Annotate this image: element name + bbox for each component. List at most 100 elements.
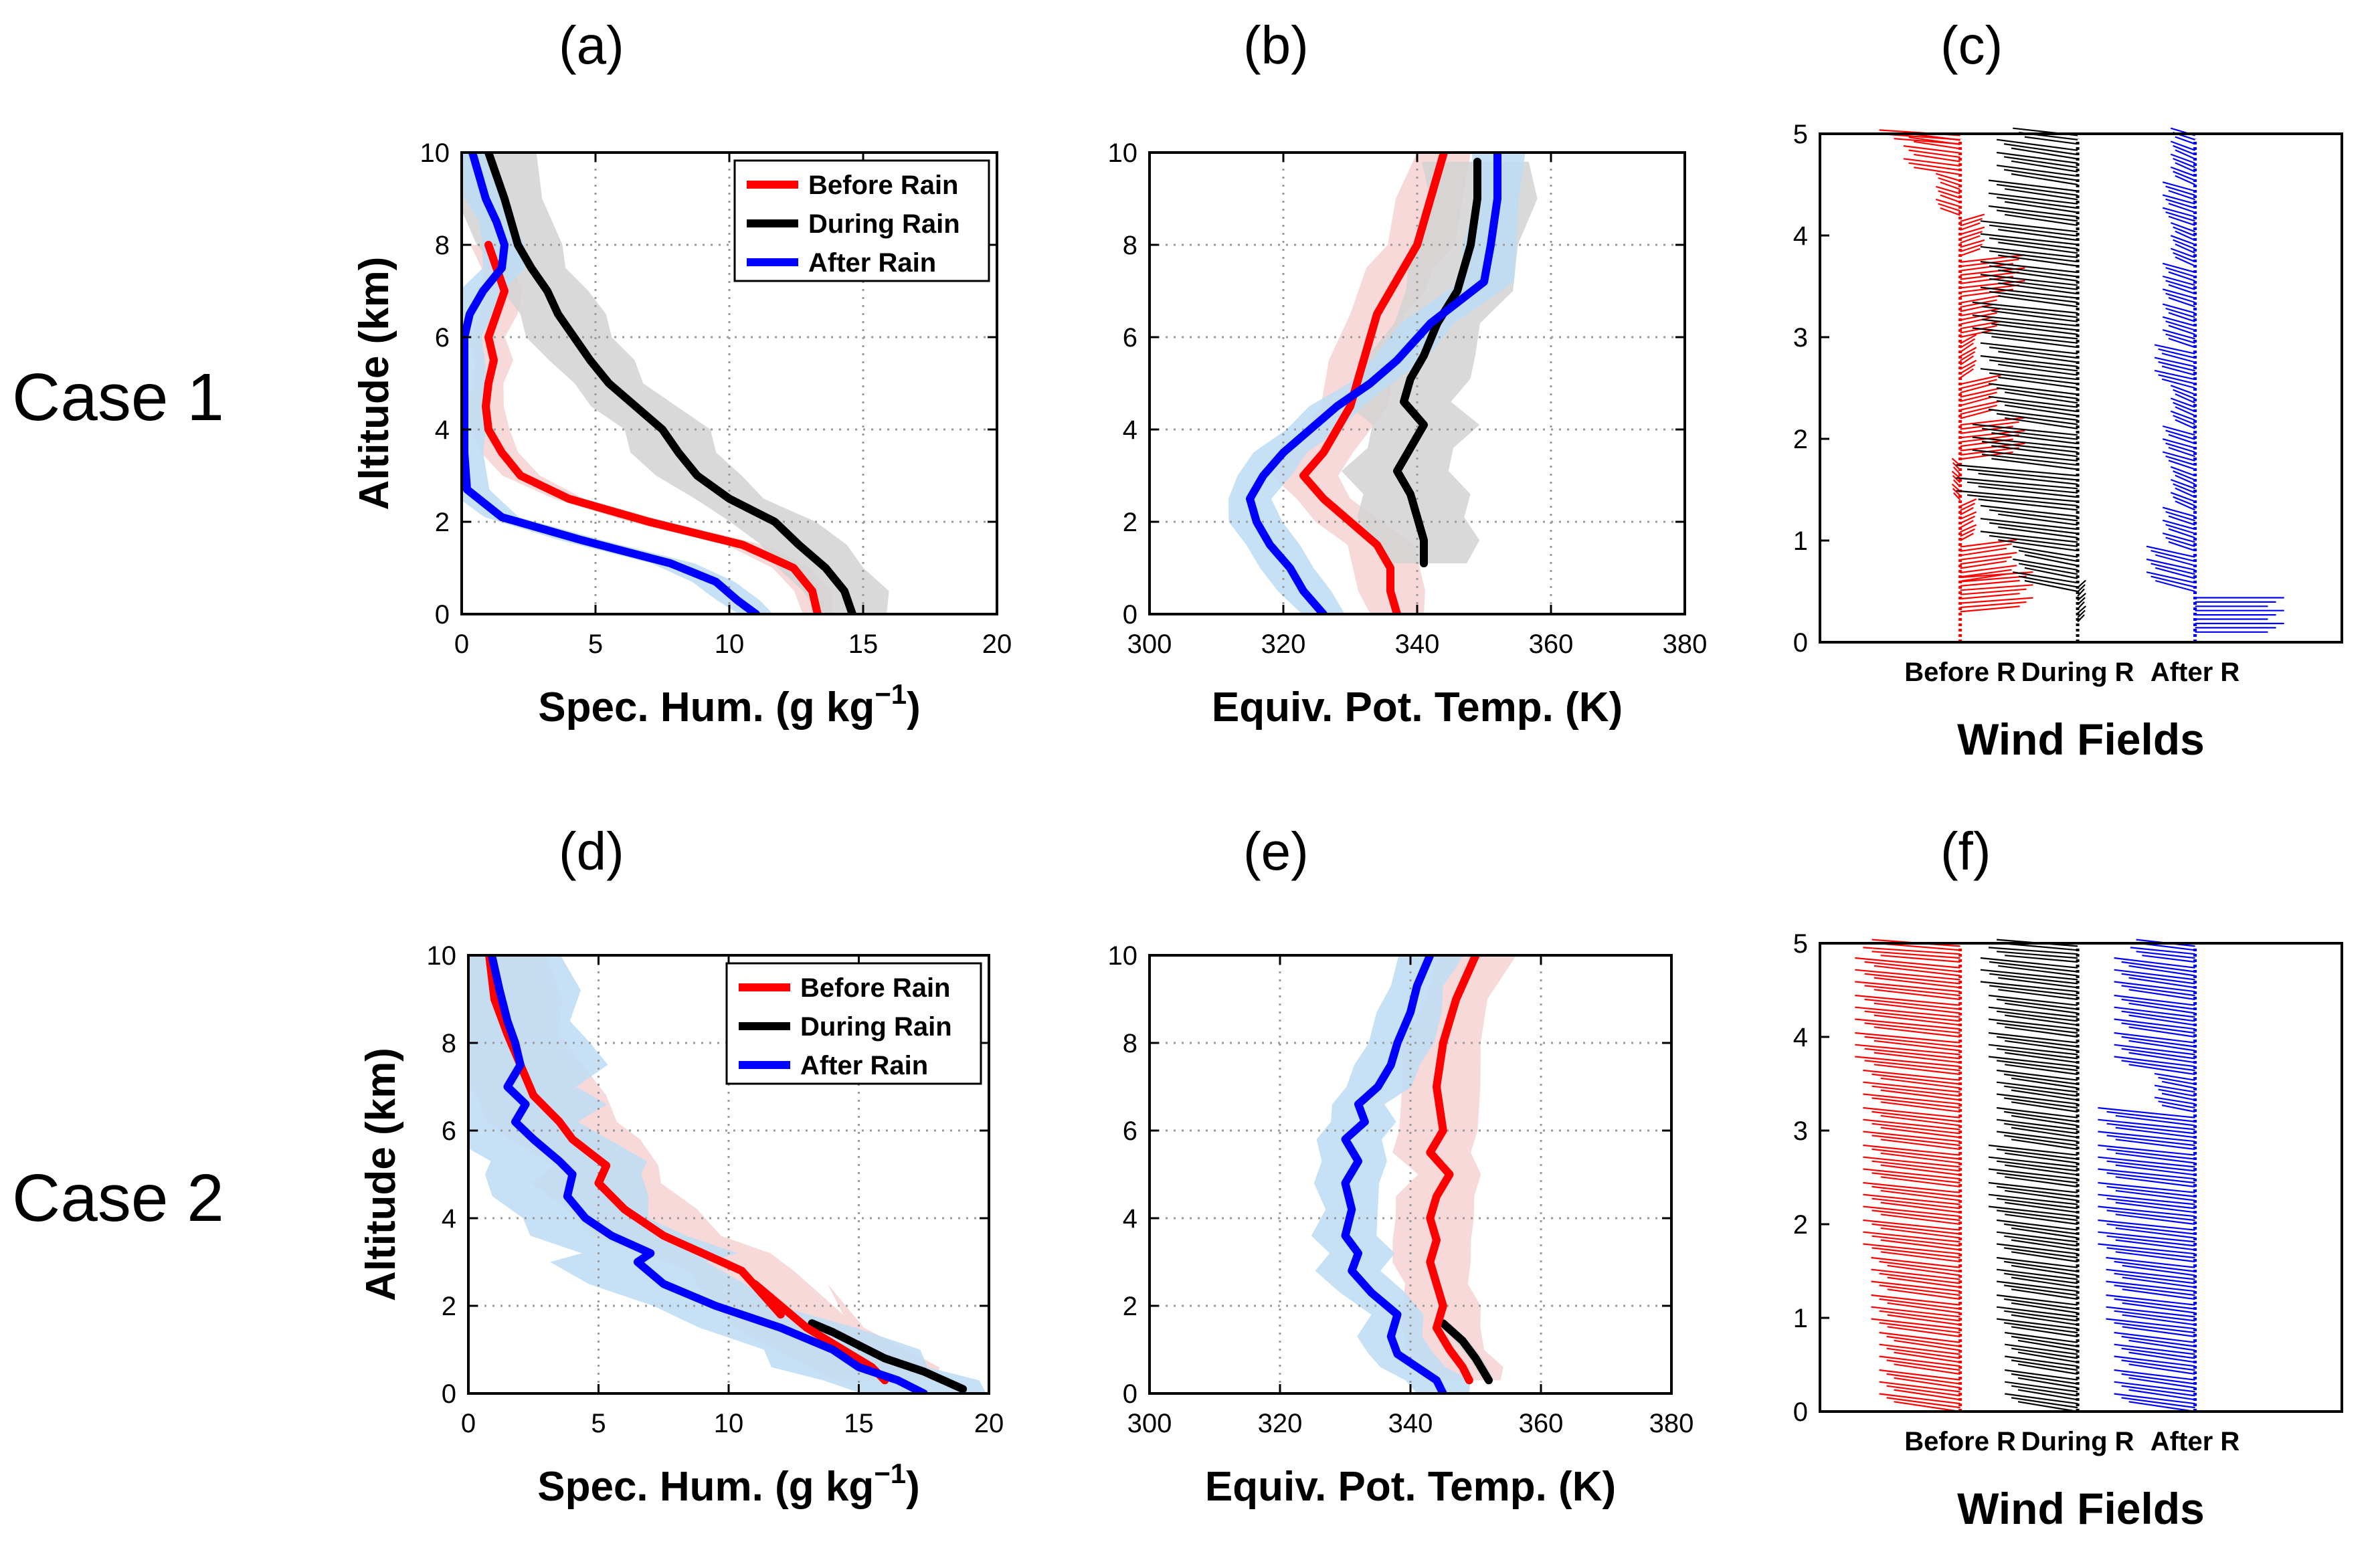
wind-barb-c-during-5-1	[1996, 413, 2078, 425]
wind-barb-c-before-3-3	[1952, 479, 1961, 488]
wind-barb-c-during-3-0	[1978, 498, 2078, 511]
wind-barb-c-during-3-2	[1956, 490, 2078, 502]
wind-barb-f-before-1-0	[1894, 1363, 1960, 1375]
wind-barb-f-after-7-1	[2106, 1135, 2195, 1147]
y-tick-label-c-0: 0	[1793, 628, 1808, 658]
wind-barb-f-after-10-1	[2121, 1022, 2195, 1034]
panel-c: (c) Before R During R After R 0 1 2 3 4 5 Wind Fie…	[1793, 15, 2343, 764]
y-tick-label-e-4: 4	[1123, 1204, 1137, 1234]
wind-barb-c-after-6-5	[2154, 357, 2195, 367]
y-tick-label-f-1: 1	[1793, 1304, 1808, 1333]
wind-barb-c-after-7-0	[2168, 337, 2195, 349]
wind-barb-c-before-11-6	[1914, 140, 1960, 150]
wind-barb-f-during-7-3	[2011, 1127, 2078, 1139]
wind-barb-c-after-10-0	[2168, 215, 2195, 226]
case-2-label: Case 2	[12, 1161, 224, 1236]
wind-barb-f-before-0-2	[1879, 1393, 1960, 1405]
wind-barb-c-during-1-8	[2013, 545, 2078, 558]
wind-barb-c-before-3-8	[1951, 458, 1961, 466]
wind-barb-c-after-10-7	[2165, 185, 2195, 196]
wind-barb-f-before-10-1	[1864, 1022, 1960, 1034]
wind-barb-f-during-9-1	[1996, 1060, 2078, 1072]
wind-barb-f-before-9-7	[1864, 1036, 1960, 1048]
wind-barb-c-after-2-3	[2168, 528, 2195, 539]
wind-barb-c-during-6-5	[1980, 355, 2078, 367]
wind-barb-f-during-2-0	[2011, 1326, 2078, 1338]
wind-barb-f-before-7-1	[1871, 1135, 1960, 1147]
wind-barb-f-during-6-7	[1996, 1148, 2078, 1160]
wind-barb-c-before-2-0	[1960, 532, 1974, 541]
wind-barb-f-before-1-2	[1879, 1355, 1960, 1367]
wind-barb-c-before-3-6	[1952, 466, 1961, 475]
wind-barb-c-after-1-4	[2150, 563, 2195, 575]
wind-barb-c-during-10-1	[1996, 209, 2078, 222]
wind-barb-f-after-4-6	[2115, 1227, 2195, 1239]
wind-barb-f-after-4-5	[2098, 1231, 2195, 1243]
wind-barb-c-before-3-5	[1951, 470, 1961, 479]
wind-barb-f-during-4-6	[2011, 1227, 2078, 1239]
wind-barb-c-after-9-2	[2170, 248, 2195, 258]
wind-barb-f-during-11-5	[1980, 969, 2078, 981]
wind-barb-c-after-12-0	[2175, 136, 2195, 145]
wind-barb-f-before-9-2	[1855, 1056, 1960, 1068]
wind-barb-c-during-5-8	[1988, 383, 2078, 395]
axes-frame-f	[1819, 942, 2343, 1413]
wind-barb-f-after-8-5	[2154, 1084, 2195, 1093]
wind-barb-f-during-5-8	[1988, 1181, 2078, 1193]
wind-barb-c-after-9-8	[2170, 221, 2195, 233]
wind-barb-f-after-12-2	[2130, 947, 2195, 955]
x-axis-label-d: Spec. Hum. (g kg−1)	[537, 1458, 920, 1510]
wind-barb-c-during-0-4	[2077, 597, 2086, 605]
wind-barb-c-during-4-4	[1981, 440, 2078, 453]
wind-barb-c-before-11-5	[1903, 145, 1960, 154]
wind-barb-f-during-4-1	[2003, 1247, 2078, 1259]
wind-barb-f-before-0-0	[1894, 1401, 1960, 1413]
wind-barb-c-before-5-0	[1960, 409, 1994, 419]
wind-barb-c-after-1-1	[2150, 575, 2195, 588]
wind-barb-f-before-1-7	[1886, 1335, 1960, 1347]
wind-barb-c-during-8-0	[1998, 295, 2078, 308]
wind-barb-c-after-2-8	[2162, 506, 2195, 517]
x-tick-label-a-10: 10	[715, 629, 745, 659]
wind-barb-f-after-4-8	[2098, 1219, 2195, 1231]
wind-barb-f-before-2-0	[1887, 1326, 1960, 1338]
wind-barb-f-after-6-2	[2098, 1168, 2195, 1180]
wind-barb-f-before-3-1	[1879, 1284, 1960, 1296]
wind-barb-f-after-7-5	[2098, 1119, 2195, 1131]
wind-barb-c-during-12-0	[2024, 136, 2078, 145]
wind-barb-f-during-2-7	[2003, 1298, 2078, 1310]
wind-barb-c-during-0-3	[2077, 601, 2085, 610]
wind-barb-f-during-6-4	[1996, 1160, 2078, 1172]
wind-barb-f-during-11-0	[1998, 989, 2078, 1001]
wind-barb-c-after-1-0	[2155, 579, 2195, 593]
wind-barb-f-after-0-6	[2128, 1377, 2195, 1389]
wind-barb-f-after-5-4	[2106, 1197, 2195, 1209]
wind-barb-c-before-0-3	[1960, 593, 2020, 600]
wind-barb-f-before-3-2	[1871, 1280, 1960, 1292]
wind-barb-f-before-11-6	[1873, 965, 1960, 977]
x-tick-label-a-20: 20	[982, 629, 1012, 659]
wind-barb-f-before-7-0	[1880, 1139, 1960, 1151]
wind-barb-f-before-4-5	[1863, 1231, 1960, 1243]
wind-barb-f-before-12-3	[1880, 943, 1960, 951]
x-tick-label-b-300: 300	[1127, 629, 1172, 659]
wind-barb-f-before-4-4	[1871, 1235, 1960, 1247]
wind-barb-f-during-11-8	[1980, 957, 2078, 969]
wind-barb-f-after-5-6	[2115, 1189, 2195, 1201]
wind-category-label-c-during: During R	[2021, 658, 2134, 687]
wind-barb-f-during-7-4	[2003, 1123, 2078, 1135]
wind-barb-f-during-2-6	[2011, 1302, 2078, 1314]
series-line-b-before	[1299, 153, 1448, 614]
wind-barb-f-during-8-0	[2011, 1101, 2078, 1113]
wind-barb-c-during-4-0	[1991, 458, 2078, 470]
wind-barb-c-after-11-4	[2173, 157, 2196, 169]
wind-barb-f-before-11-7	[1864, 961, 1960, 973]
wind-barb-f-during-5-2	[1988, 1205, 2078, 1218]
wind-barb-c-before-11-4	[1908, 149, 1960, 159]
panel-label-f: (f)	[1940, 821, 1991, 881]
wind-barb-c-before-11-3	[1914, 153, 1960, 163]
wind-barb-f-during-1-6	[2017, 1339, 2078, 1351]
wind-barb-f-before-1-3	[1894, 1351, 1960, 1363]
wind-barb-c-during-9-0	[1998, 254, 2078, 267]
wind-barb-f-during-3-4	[2003, 1272, 2078, 1284]
